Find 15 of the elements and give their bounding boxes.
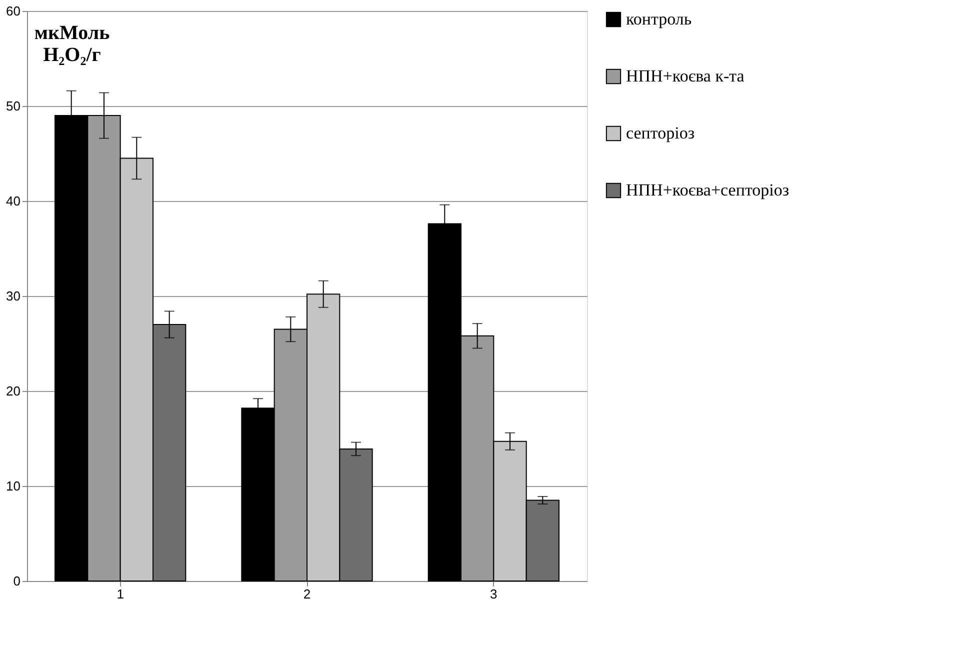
y-axis-title: мкМоль H₂O₂/г bbox=[34, 22, 110, 66]
y-tick-label: 20 bbox=[6, 384, 20, 398]
legend-label: септоріоз bbox=[626, 124, 695, 142]
y-tick-label: 50 bbox=[6, 98, 20, 114]
y-tick-label: 30 bbox=[6, 288, 20, 304]
x-tick-label: 3 bbox=[490, 586, 498, 602]
x-tick-label: 1 bbox=[116, 586, 124, 602]
y-tick-label: 60 bbox=[6, 4, 20, 18]
y-tick-label: 40 bbox=[6, 194, 20, 208]
y-tick-label: 10 bbox=[6, 478, 20, 494]
x-tick-label: 2 bbox=[303, 586, 311, 602]
legend-label: НПН+коєва+септоріоз bbox=[626, 180, 790, 200]
legend-label: контроль bbox=[626, 10, 692, 28]
y-tick-label: 0 bbox=[13, 574, 20, 588]
legend-label: НПН+коєва к-та bbox=[626, 66, 745, 86]
